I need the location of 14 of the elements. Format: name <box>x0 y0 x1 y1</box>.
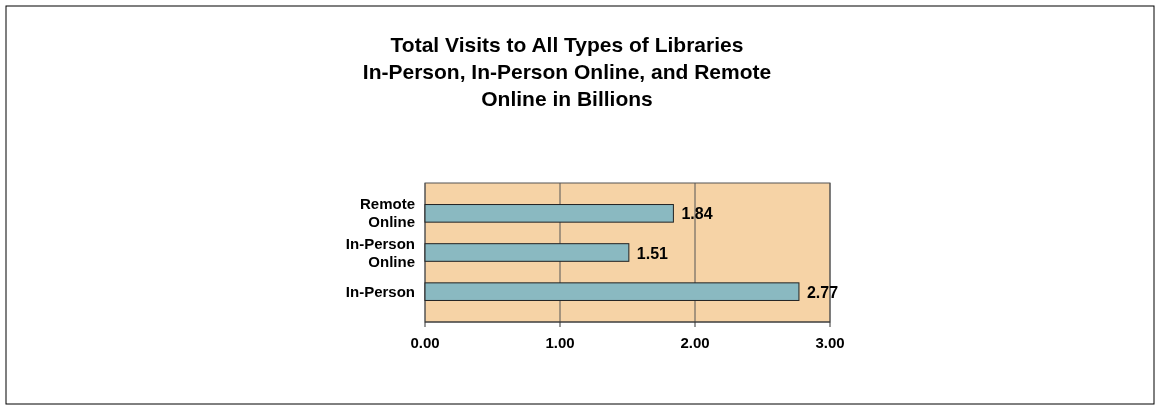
bar <box>424 282 800 301</box>
x-tick-label: 0.00 <box>410 334 440 351</box>
y-tick-label: In-Person <box>345 282 415 300</box>
y-tick-label: In-Person Online <box>345 234 415 270</box>
data-label: 1.84 <box>681 205 713 223</box>
chart-title: Total Visits to All Types of Libraries In-Person, In-Person Online, and Remote Online in Billions <box>362 33 772 110</box>
bar <box>424 243 630 262</box>
bar <box>424 204 674 223</box>
data-label: 2.77 <box>806 283 839 301</box>
x-tick-label: 3.00 <box>815 334 845 351</box>
x-tick-label: 2.00 <box>680 334 710 351</box>
data-label: 1.51 <box>636 244 669 262</box>
y-tick-label: Remote Online <box>359 195 415 231</box>
x-tick-label: 1.00 <box>545 334 575 351</box>
